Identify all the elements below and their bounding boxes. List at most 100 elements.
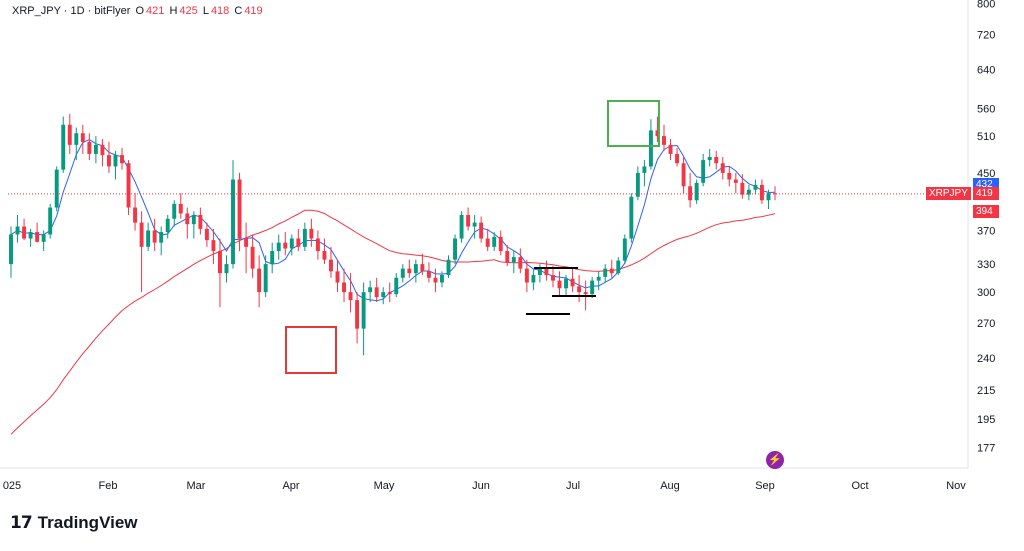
candle-body (257, 268, 262, 293)
y-tick-label: 195 (977, 414, 995, 426)
candle-body (727, 172, 732, 180)
candle-body (315, 238, 320, 252)
y-tick-label: 510 (977, 131, 995, 143)
candle-body (694, 182, 699, 201)
candle-body (361, 292, 366, 329)
candle-body (302, 228, 307, 247)
candle-body (577, 286, 582, 293)
candle-body (446, 259, 451, 276)
symbol-label[interactable]: XRP_JPY · 1D · bitFlyer (12, 5, 131, 17)
open-value: 421 (146, 5, 165, 17)
candle-body (740, 182, 745, 195)
candle-body (655, 130, 660, 137)
candle-body (551, 275, 555, 281)
candle-body (479, 222, 484, 239)
ma-slow-line (10, 209, 776, 435)
candle-body (413, 264, 418, 274)
x-tick-label: Apr (282, 480, 299, 492)
y-tick-label: 215 (977, 385, 995, 397)
candle-body (426, 271, 431, 278)
y-tick-label: 450 (977, 168, 995, 180)
candle-body (492, 236, 497, 247)
symbol-tag-badge: XRPJPY (926, 187, 971, 200)
candle-body (355, 300, 360, 329)
candle-body (557, 280, 562, 289)
low-value: 418 (210, 5, 230, 17)
x-tick-label: Feb (99, 480, 118, 492)
candle-body (472, 222, 477, 227)
candle-body (329, 259, 333, 272)
y-tick-label: 240 (977, 353, 995, 365)
candle-body (133, 207, 138, 223)
candle-body (648, 130, 653, 167)
candle-body (524, 268, 529, 283)
candle-body (570, 278, 575, 287)
candle-body (596, 276, 601, 281)
candle-body (511, 257, 516, 263)
candle-body (394, 277, 399, 295)
x-tick-label: Aug (660, 480, 680, 492)
candle-body (629, 196, 634, 239)
candle-body (603, 268, 608, 277)
open-label: O (135, 5, 145, 17)
candle-body (720, 163, 725, 173)
y-tick-label: 177 (977, 442, 995, 454)
close-value: 419 (244, 5, 263, 17)
candle-body (244, 238, 249, 247)
candle-body (733, 179, 738, 183)
y-tick-label: 330 (977, 259, 995, 271)
candle-body (191, 214, 196, 225)
candle-body (485, 238, 490, 247)
candle-body (237, 179, 242, 239)
candle-body (296, 238, 301, 247)
candle-body (231, 179, 235, 265)
candle-body (22, 226, 27, 239)
candle-body (407, 268, 412, 274)
candle-body (172, 203, 177, 219)
candle-body (217, 251, 222, 274)
tradingview-logo[interactable]: 17 TradingView (10, 513, 138, 533)
candle-body (126, 163, 131, 208)
candle-body (335, 271, 340, 283)
low-annotation-box (285, 326, 337, 374)
candle-body (100, 144, 105, 156)
ma-fast-line (10, 139, 776, 302)
high-label: H (169, 5, 178, 17)
close-label: C (234, 5, 243, 17)
tv-logo-text: TradingView (37, 513, 138, 532)
candle-body (537, 267, 542, 276)
candle-body (198, 214, 203, 229)
candle-body (87, 141, 92, 154)
high-annotation-box (607, 100, 660, 147)
x-tick-label: Nov (946, 480, 966, 492)
candle-body (120, 155, 124, 164)
candle-body (165, 218, 170, 233)
candle-body (766, 193, 771, 201)
candle-body (675, 153, 680, 164)
candle-body (498, 236, 503, 252)
candle-body (41, 234, 46, 242)
x-tick-label: Jun (472, 480, 490, 492)
candle-body (289, 238, 294, 249)
candle-body (544, 267, 549, 276)
lightning-icon[interactable]: ⚡ (766, 451, 784, 469)
candle-body (564, 278, 569, 289)
candle-body (15, 226, 20, 235)
y-tick-label: 370 (977, 225, 995, 237)
candle-body (707, 156, 712, 161)
candle-body (714, 156, 719, 164)
candle-body (635, 172, 640, 197)
candle-body (9, 234, 13, 265)
candle-body (178, 203, 183, 214)
candle-body (505, 251, 510, 263)
candle-body (701, 160, 706, 183)
candle-body (211, 240, 216, 252)
candle-body (531, 275, 536, 283)
candle-body (342, 282, 346, 293)
y-tick-label: 640 (977, 64, 995, 76)
candle-body (773, 193, 777, 195)
candle-body (322, 251, 327, 260)
candle-body (93, 144, 98, 154)
x-tick-label: Oct (851, 480, 868, 492)
